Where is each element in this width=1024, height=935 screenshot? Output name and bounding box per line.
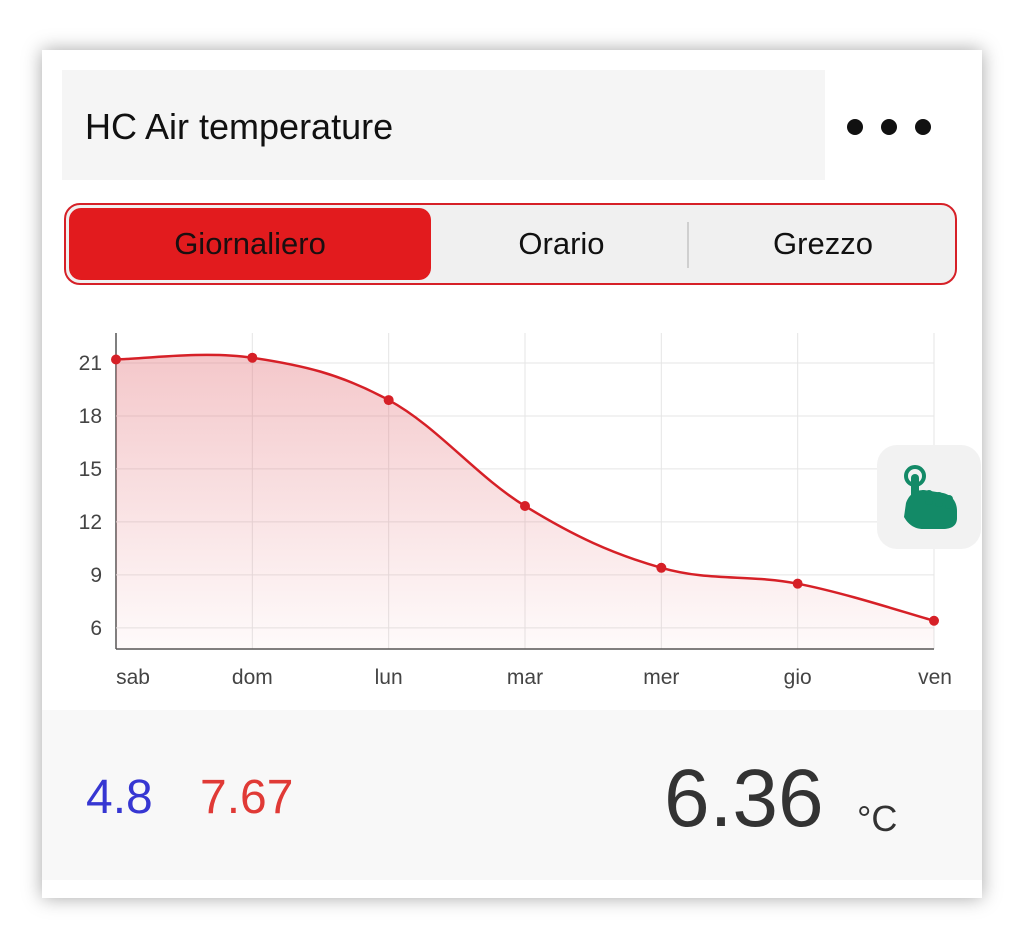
tab-orario[interactable]: Orario (518, 226, 605, 261)
card-header: HC Air temperature (62, 70, 825, 180)
min-value: 4.8 (86, 771, 153, 824)
x-tick-label: dom (232, 666, 273, 689)
data-point (111, 354, 121, 365)
more-options-button[interactable] (839, 105, 939, 149)
data-point (929, 615, 939, 626)
y-tick-label: 9 (90, 564, 102, 587)
x-tick-label: ven (918, 666, 952, 689)
temperature-area (116, 354, 934, 649)
x-axis-labels: sab dom lun mar mer gio ven (116, 666, 952, 689)
data-point (792, 578, 803, 589)
y-tick-label: 15 (79, 458, 102, 481)
period-segmented-control: Giornaliero Orario Grezzo (64, 203, 957, 285)
tab-giornaliero[interactable]: Giornaliero (69, 208, 431, 280)
max-value: 7.67 (200, 771, 294, 824)
x-tick-label: gio (784, 666, 812, 689)
more-dots-icon (847, 119, 863, 135)
tap-hand-icon (904, 465, 957, 529)
y-tick-label: 6 (90, 617, 102, 640)
x-tick-label: lun (375, 666, 403, 689)
x-tick-label: sab (116, 666, 150, 689)
sensor-card: HC Air temperature Giornaliero Orario Gr… (42, 50, 982, 898)
touch-hint-button[interactable] (877, 445, 981, 549)
data-point (383, 395, 394, 406)
data-points (111, 352, 939, 626)
page-title: HC Air temperature (85, 106, 394, 147)
summary-footer: 4.8 7.67 6.36 °C (42, 710, 982, 880)
data-point (656, 562, 667, 573)
y-tick-label: 18 (79, 405, 102, 428)
y-tick-label: 21 (79, 352, 102, 375)
current-temperature: 6.36 (664, 753, 824, 844)
x-tick-label: mar (507, 666, 543, 689)
y-axis-labels: 6 9 12 15 18 21 (79, 352, 102, 640)
data-point (520, 501, 530, 512)
more-dots-icon (915, 119, 931, 135)
data-point (247, 352, 258, 363)
more-dots-icon (881, 119, 897, 135)
x-tick-label: mer (643, 666, 679, 689)
temperature-chart: 6 9 12 15 18 21 sab dom lun mar mer gio ven (79, 333, 952, 689)
y-tick-label: 12 (79, 511, 102, 534)
temperature-unit: °C (857, 798, 898, 839)
tab-divider (687, 222, 689, 268)
tab-grezzo[interactable]: Grezzo (773, 226, 873, 261)
